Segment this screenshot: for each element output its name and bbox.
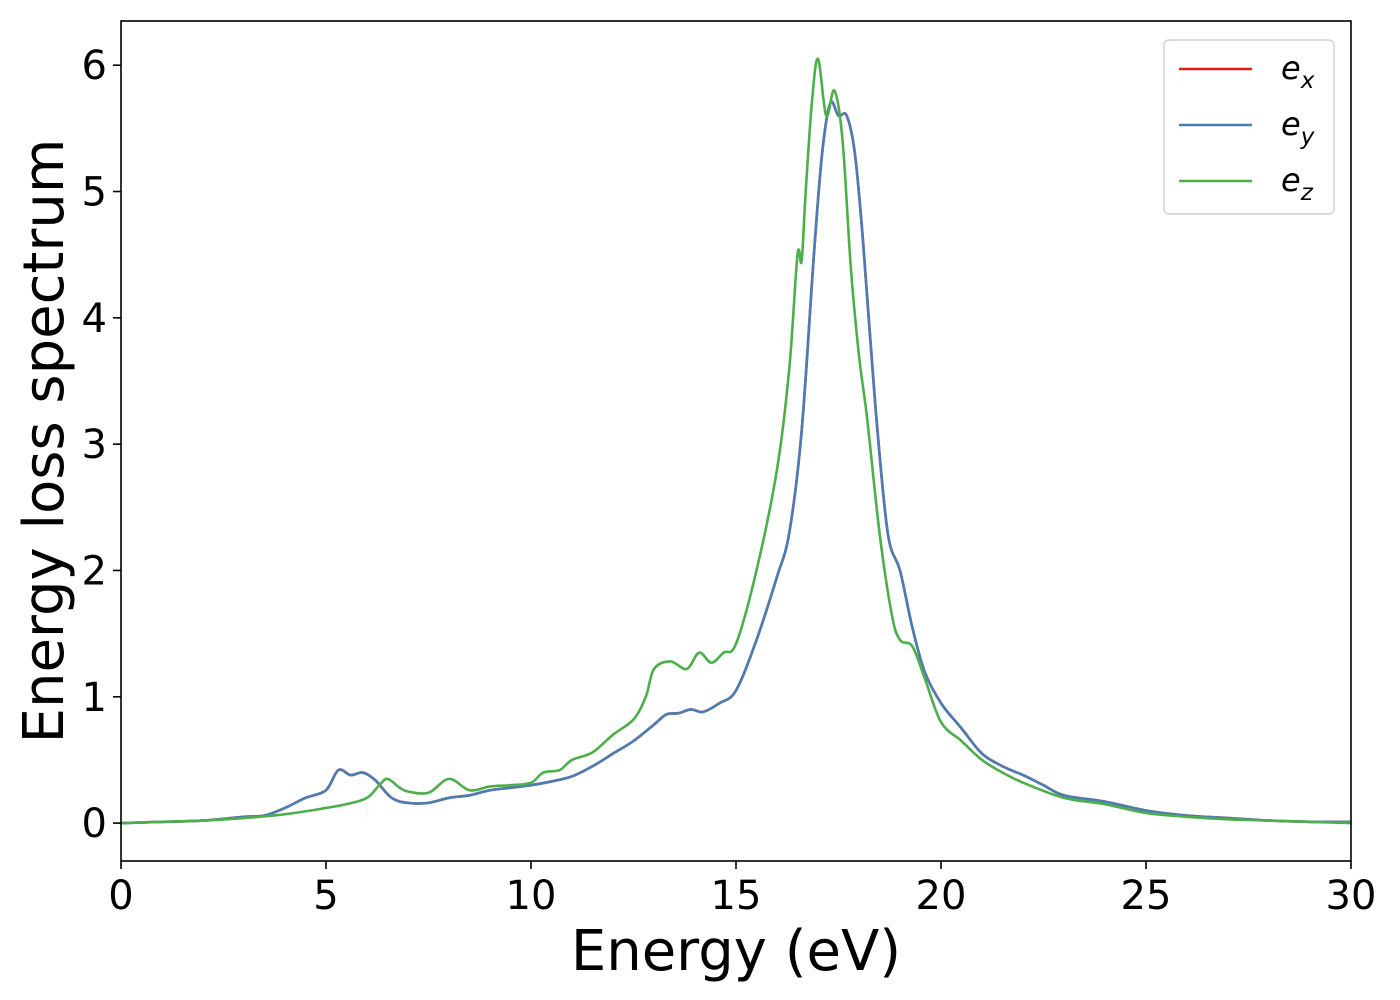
y-tick-label: 5 [82, 170, 107, 216]
legend-box [1163, 39, 1335, 215]
y-axis-label: Energy loss spectrum [12, 139, 77, 744]
y-tick-label: 3 [82, 422, 107, 468]
x-tick-label: 10 [506, 873, 557, 919]
legend-label-x: ex [1281, 49, 1315, 94]
x-tick-label: 15 [711, 873, 762, 919]
y-tick-label: 1 [82, 675, 107, 721]
x-tick-label: 25 [1121, 873, 1172, 919]
series-layer [121, 57, 1351, 825]
y-tick-label: 6 [82, 43, 107, 89]
x-tick-label: 30 [1326, 873, 1377, 919]
x-axis-label: Energy (eV) [571, 919, 901, 984]
y-tick-label: 2 [82, 548, 107, 594]
series-line-z [121, 57, 1351, 825]
series-line-y [121, 100, 1351, 825]
legend-label-z: ez [1281, 161, 1314, 206]
y-tick-label: 0 [82, 801, 107, 847]
x-tick-label: 5 [313, 873, 338, 919]
x-tick-label: 20 [916, 873, 967, 919]
legend-label-y: ey [1281, 105, 1315, 150]
ticks-layer: 0 5 10 15 20 25 30 0 1 2 3 4 5 6 [82, 43, 1377, 919]
legend: ex ey ez [1163, 39, 1335, 215]
x-tick-label: 0 [108, 873, 133, 919]
y-tick-label: 4 [82, 296, 107, 342]
